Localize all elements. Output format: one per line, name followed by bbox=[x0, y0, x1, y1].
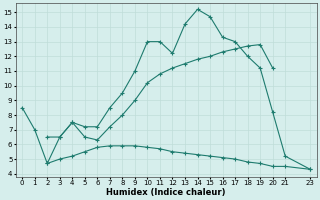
X-axis label: Humidex (Indice chaleur): Humidex (Indice chaleur) bbox=[107, 188, 226, 197]
